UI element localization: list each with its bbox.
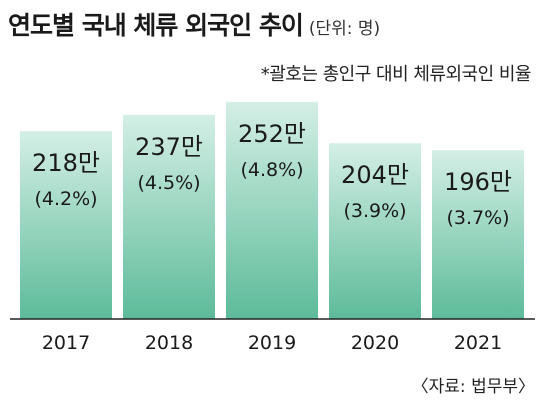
bar-2019 bbox=[226, 101, 318, 320]
ratio-label-2021: (3.7%) bbox=[446, 207, 509, 229]
ratio-label-2019: (4.8%) bbox=[240, 159, 303, 181]
bar-2020 bbox=[329, 143, 421, 319]
category-label-2021: 2021 bbox=[454, 332, 502, 354]
chart-note: *괄호는 총인구 대비 체류외국인 비율 bbox=[260, 64, 532, 85]
bar-2017 bbox=[20, 131, 112, 319]
labels-layer: 218만 (4.2%) 2017 237만 (4.5%) 2018 252만 (4.8%) 20… bbox=[32, 120, 512, 354]
value-label-2018: 237만 bbox=[135, 133, 203, 161]
title-row: 연도별 국내 체류 외국인 추이 (단위: 명) bbox=[8, 6, 380, 42]
bar-2018 bbox=[123, 114, 215, 319]
value-label-2021: 196만 bbox=[444, 168, 512, 196]
chart-source: 〈자료: 법무부〉 bbox=[411, 377, 535, 397]
bars-layer bbox=[20, 101, 524, 320]
ratio-label-2020: (3.9%) bbox=[343, 200, 406, 222]
unit-label: (단위: 명) bbox=[308, 19, 381, 39]
category-label-2020: 2020 bbox=[351, 332, 399, 354]
category-label-2017: 2017 bbox=[42, 332, 90, 354]
ratio-label-2018: (4.5%) bbox=[137, 172, 200, 194]
bar-2021 bbox=[432, 150, 524, 319]
category-label-2019: 2019 bbox=[248, 332, 296, 354]
chart-title: 연도별 국내 체류 외국인 추이 bbox=[8, 11, 304, 40]
value-label-2019: 252만 bbox=[238, 120, 306, 148]
category-label-2018: 2018 bbox=[145, 332, 193, 354]
value-label-2020: 204만 bbox=[341, 161, 409, 189]
value-label-2017: 218만 bbox=[32, 149, 100, 177]
ratio-label-2017: (4.2%) bbox=[34, 188, 97, 210]
